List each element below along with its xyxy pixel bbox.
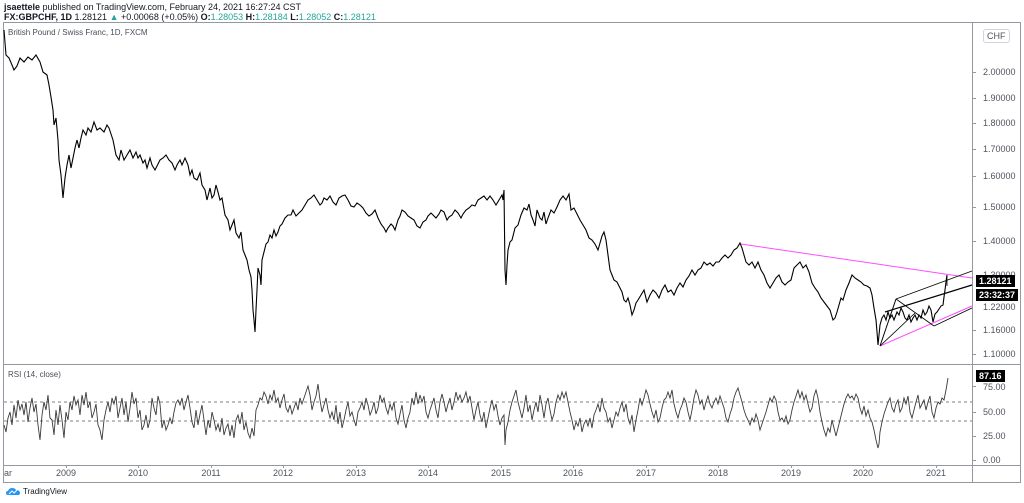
main-legend: British Pound / Swiss Franc, 1D, FXCM [8, 28, 148, 37]
x-tick [501, 465, 502, 468]
rsi-value-badge: 87.16 [976, 370, 1005, 382]
x-tick [863, 465, 864, 468]
time-axis-label: 2020 [852, 468, 874, 478]
y-tick [972, 241, 976, 242]
price-axis-label: 1.40000 [983, 236, 1016, 246]
price-axis-label: 1.60000 [983, 171, 1016, 181]
x-tick [66, 465, 67, 468]
rsi-axis-label: 0.00 [983, 455, 1001, 465]
last-price-badge: 1.28121 [976, 275, 1015, 287]
change-value: +0.00068 (+0.05%) [121, 12, 199, 22]
price-axis-label: 1.50000 [983, 202, 1016, 212]
x-tick [356, 465, 357, 468]
y-tick [972, 123, 976, 124]
time-axis-label: 2014 [417, 468, 439, 478]
y-tick [972, 412, 976, 413]
time-axis-label: 2009 [55, 468, 77, 478]
time-axis-label: 2015 [490, 468, 512, 478]
rsi-axis-label: 50.00 [983, 407, 1006, 417]
price-axis-label: 1.90000 [983, 93, 1016, 103]
publish-info: jsaettele published on TradingView.com, … [4, 2, 302, 12]
x-tick [283, 465, 284, 468]
y-tick [972, 436, 976, 437]
price-axis-label: 1.70000 [983, 144, 1016, 154]
time-axis-label: 2013 [345, 468, 367, 478]
open-value: 1.28053 [210, 12, 244, 22]
price-axis-label: 1.80000 [983, 118, 1016, 128]
price-axis-label: 2.00000 [983, 67, 1016, 77]
time-axis-label: 2018 [707, 468, 729, 478]
price-axis-label: 1.10000 [983, 349, 1016, 359]
rsi-axis-label: 25.00 [983, 431, 1006, 441]
time-axis-label: 2021 [925, 468, 947, 478]
y-tick [972, 354, 976, 355]
up-arrow-icon: ▲ [109, 12, 119, 22]
y-tick [972, 72, 976, 73]
y-tick [972, 176, 976, 177]
high-value: 1.28184 [255, 12, 288, 22]
last-price: 1.28121 [74, 12, 108, 22]
x-tick [211, 465, 212, 468]
y-tick [972, 386, 976, 387]
symbol-label: FX:GBPCHF, 1D [4, 12, 73, 22]
tradingview-cloud-icon [6, 488, 20, 495]
x-tick [646, 465, 647, 468]
time-axis-label: 2011 [201, 468, 221, 478]
price-series [3, 29, 948, 346]
rsi-legend: RSI (14, close) [8, 370, 61, 379]
tradingview-brand: TradingView [23, 487, 68, 496]
time-axis-label: 2012 [272, 468, 294, 478]
author[interactable]: jsaettele [4, 2, 41, 12]
x-tick [936, 465, 937, 468]
ohlc-line: FX:GBPCHF, 1D 1.28121 ▲ +0.00068 (+0.05%… [4, 12, 376, 22]
y-tick [972, 207, 976, 208]
y-tick [972, 460, 976, 461]
low-value: 1.28052 [298, 12, 332, 22]
price-axis-divider[interactable] [972, 22, 973, 483]
close-value: 1.28121 [343, 12, 376, 22]
countdown-badge: 23:32:37 [976, 289, 1019, 301]
x-tick [791, 465, 792, 468]
x-tick [573, 465, 574, 468]
time-axis-label: ar [4, 468, 13, 478]
x-tick [138, 465, 139, 468]
tradingview-logo[interactable]: TradingView [6, 487, 67, 496]
x-tick [428, 465, 429, 468]
y-tick [972, 330, 976, 331]
price-axis-label: 1.16000 [983, 325, 1016, 335]
x-tick [718, 465, 719, 468]
time-axis-label: 2016 [562, 468, 584, 478]
rsi-series [3, 377, 949, 449]
time-axis[interactable] [3, 465, 1021, 483]
currency-label[interactable]: CHF [983, 29, 1010, 43]
time-axis-label: 2017 [635, 468, 657, 478]
y-tick [972, 98, 976, 99]
price-axis-label: 1.22000 [983, 302, 1016, 312]
rsi-axis-label: 75.00 [983, 382, 1006, 392]
time-axis-label: 2019 [780, 468, 802, 478]
y-tick [972, 149, 976, 150]
time-axis-label: 2010 [127, 468, 149, 478]
